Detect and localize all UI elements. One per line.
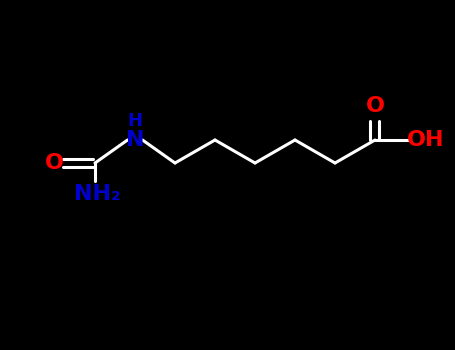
Text: H: H bbox=[127, 112, 142, 130]
Text: N: N bbox=[126, 130, 144, 150]
Text: NH₂: NH₂ bbox=[74, 184, 121, 204]
Text: O: O bbox=[365, 96, 384, 116]
Text: OH: OH bbox=[407, 130, 445, 150]
Text: O: O bbox=[45, 153, 64, 173]
